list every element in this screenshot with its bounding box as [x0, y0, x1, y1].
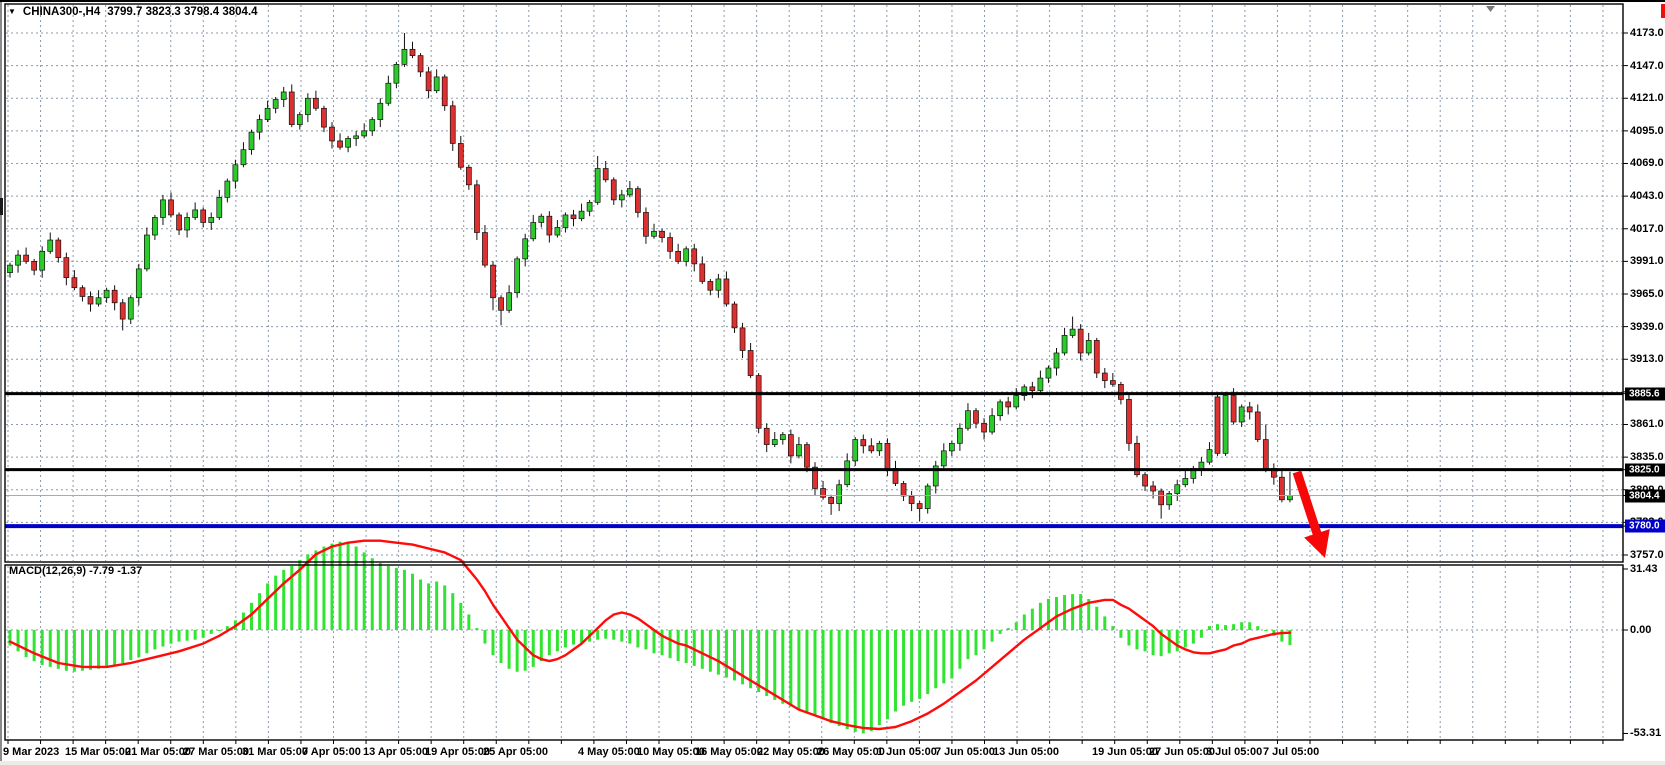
date-label: 27 Mar 05:00 [183, 746, 250, 758]
date-label: 7 Jul 05:00 [1263, 746, 1320, 758]
date-label: 21 Mar 05:00 [125, 746, 192, 758]
price-tick-label: 3991.0 [1630, 255, 1664, 268]
price-tick-label: 3861.0 [1630, 418, 1664, 431]
price-badge: 3804.4 [1625, 489, 1665, 503]
date-label: 27 Jun 05:00 [1149, 746, 1216, 758]
chart-title: ▼ CHINA300-,H4 3799.7 3823.3 3798.4 3804… [8, 6, 258, 18]
date-label: 15 Mar 05:00 [65, 746, 132, 758]
date-label: 1 Jun 05:00 [877, 746, 937, 758]
date-label: 10 May 05:00 [637, 746, 705, 758]
date-label: 7 Apr 05:00 [302, 746, 361, 758]
chart-symbol-period: CHINA300-,H4 [22, 6, 101, 18]
left-edge-marker [0, 198, 3, 215]
price-tick-label: 3757.0 [1630, 548, 1664, 561]
price-tick-label: 4121.0 [1630, 92, 1664, 105]
date-label: 4 May 05:00 [578, 746, 640, 758]
date-label: 25 Apr 05:00 [483, 746, 549, 758]
date-label: 7 Jun 05:00 [935, 746, 995, 758]
date-label: 26 May 05:00 [817, 746, 885, 758]
symbol-dropdown-icon[interactable]: ▼ [8, 7, 16, 16]
price-tick-label: 4147.0 [1630, 59, 1664, 72]
price-tick-label: 4095.0 [1630, 124, 1664, 137]
window-left-border [0, 2, 2, 765]
price-tick-label: 3913.0 [1630, 353, 1664, 366]
date-label: 13 Apr 05:00 [363, 746, 429, 758]
date-label: 19 Jun 05:00 [1092, 746, 1159, 758]
date-label: 19 Apr 05:00 [425, 746, 491, 758]
price-badge: 3780.0 [1625, 519, 1665, 533]
date-label: 9 Mar 2023 [3, 746, 60, 758]
price-tick-label: 4043.0 [1630, 190, 1664, 203]
price-badge: 3825.0 [1625, 463, 1665, 477]
date-label: 22 May 05:00 [757, 746, 825, 758]
chart-ohlc-values: 3799.7 3823.3 3798.4 3804.4 [107, 6, 258, 18]
price-tick-label: 4017.0 [1630, 222, 1664, 235]
macd-scale-label: -53.31 [1630, 727, 1662, 740]
window-bottom-strip [0, 761, 1665, 765]
price-badge: 3885.6 [1625, 387, 1665, 401]
price-tick-label: 3965.0 [1630, 287, 1664, 300]
date-label: 31 Mar 05:00 [242, 746, 309, 758]
date-label: 3 Jul 05:00 [1206, 746, 1263, 758]
trend-arrow-annotation[interactable] [1292, 470, 1330, 558]
scrollbar-fragment [1661, 4, 1665, 18]
macd-scale-label: 0.00 [1630, 624, 1652, 636]
date-label: 13 Jun 05:00 [993, 746, 1060, 758]
date-label: 16 May 05:00 [695, 746, 763, 758]
macd-indicator-label: MACD(12,26,9) -7.79 -1.37 [9, 565, 143, 577]
price-tick-label: 3835.0 [1630, 451, 1664, 464]
price-tick-label: 4069.0 [1630, 157, 1664, 170]
price-tick-label: 4173.0 [1630, 27, 1664, 39]
macd-scale-label: 31.43 [1630, 563, 1658, 575]
price-tick-label: 3939.0 [1630, 320, 1664, 333]
